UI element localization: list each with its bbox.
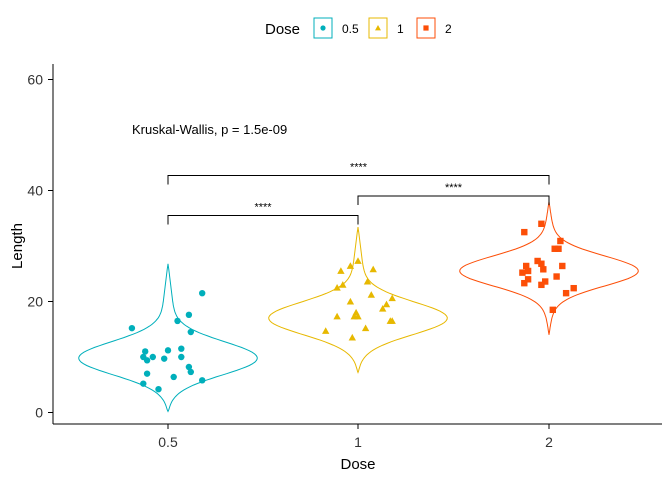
data-point <box>521 279 528 287</box>
data-point <box>337 267 345 274</box>
data-point <box>551 245 558 252</box>
legend-label: 2 <box>445 22 452 36</box>
x-tick-label: 1 <box>354 434 362 450</box>
data-point <box>361 324 370 332</box>
y-tick-label: 40 <box>27 183 43 199</box>
data-point <box>354 257 362 264</box>
y-axis-title: Length <box>9 223 26 269</box>
data-point <box>178 345 185 352</box>
axes: Dose Length 0 20 40 60 0.5 1 2 <box>9 64 662 473</box>
x-tick-label: 0.5 <box>158 434 178 450</box>
comparison-bracket <box>167 175 550 185</box>
data-point <box>185 363 193 371</box>
plot-area: **** **** **** <box>78 162 639 413</box>
data-point <box>538 260 545 267</box>
data-point <box>382 300 391 308</box>
data-point <box>354 312 362 320</box>
data-point <box>170 373 177 381</box>
data-point <box>524 276 532 283</box>
data-point <box>346 297 355 305</box>
legend-label: 0.5 <box>342 22 359 36</box>
data-point <box>557 237 564 245</box>
data-point <box>570 284 577 292</box>
violin-0.5 <box>78 263 258 413</box>
data-point <box>140 380 147 387</box>
data-point <box>379 305 387 312</box>
data-point <box>553 273 560 280</box>
data-point <box>322 327 330 334</box>
legend-marker <box>320 25 326 31</box>
y-tick-label: 0 <box>35 405 43 421</box>
data-point <box>128 324 136 332</box>
data-point <box>542 278 549 285</box>
data-point <box>555 245 562 252</box>
comparison-bracket <box>167 214 359 225</box>
data-point <box>538 281 545 289</box>
y-tick-label: 60 <box>27 72 43 88</box>
data-point <box>521 228 528 236</box>
data-point <box>363 277 372 285</box>
data-point <box>161 355 168 362</box>
data-point <box>562 289 570 297</box>
legend-label: 1 <box>397 22 404 36</box>
legend-title: Dose <box>265 21 300 38</box>
data-point <box>388 294 396 302</box>
data-point <box>199 289 206 297</box>
legend: Dose 0.5 1 2 <box>265 17 452 39</box>
data-point <box>185 311 193 319</box>
data-point <box>333 283 341 291</box>
legend-marker <box>423 25 429 31</box>
significance-label: **** <box>350 162 368 174</box>
significance-label: **** <box>445 182 463 194</box>
data-point <box>369 265 377 273</box>
data-point <box>143 370 151 377</box>
data-point <box>559 262 566 270</box>
kruskal-wallis-annotation: Kruskal-Wallis, p = 1.5e-09 <box>132 122 287 137</box>
data-point <box>178 353 185 361</box>
y-tick-label: 20 <box>27 294 43 310</box>
x-axis-title: Dose <box>340 456 375 473</box>
data-point <box>164 347 172 354</box>
data-point <box>187 328 194 336</box>
violin-1 <box>268 227 448 374</box>
data-point <box>538 220 545 227</box>
legend-marker <box>375 25 381 31</box>
x-tick-label: 2 <box>545 434 553 450</box>
data-point <box>524 267 532 275</box>
data-point <box>519 269 526 276</box>
violin-2 <box>459 201 639 335</box>
significance-label: **** <box>254 201 272 213</box>
data-point <box>534 257 541 265</box>
data-point <box>523 262 530 270</box>
data-point <box>348 333 356 341</box>
data-point <box>187 368 194 376</box>
data-point <box>174 317 181 325</box>
data-point <box>540 266 547 273</box>
data-point <box>346 262 355 269</box>
data-point <box>199 377 206 384</box>
data-point <box>149 353 156 361</box>
data-point <box>339 281 347 288</box>
comparison-bracket <box>357 195 550 206</box>
data-point <box>333 312 341 320</box>
data-point <box>142 348 149 355</box>
data-point <box>143 357 151 364</box>
data-point <box>549 306 556 314</box>
data-point <box>367 291 375 298</box>
data-point <box>388 317 396 324</box>
data-point <box>155 385 162 393</box>
